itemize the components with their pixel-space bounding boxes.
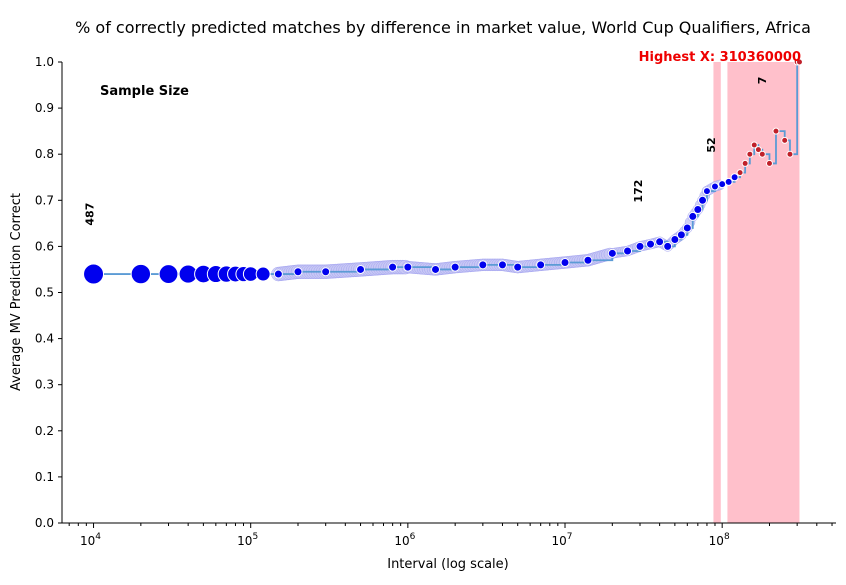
sample-count-label: 52 bbox=[705, 137, 718, 152]
data-point bbox=[736, 169, 744, 177]
data-point bbox=[356, 264, 366, 274]
sample-count-label: 172 bbox=[632, 180, 645, 203]
data-point bbox=[255, 266, 271, 282]
data-point bbox=[754, 146, 762, 154]
data-point bbox=[758, 150, 766, 158]
data-point bbox=[670, 234, 680, 244]
axes: 0.0 0.1 0.2 0.3 0.4 0.5 0.6 0.7 0.8 0.9 1.0 104 105 1… bbox=[35, 55, 836, 548]
highest-x-label: Highest X: 310360000 bbox=[639, 50, 801, 65]
data-point bbox=[663, 241, 673, 251]
y-tick-label: 0.9 bbox=[35, 101, 54, 115]
data-point bbox=[676, 230, 686, 240]
data-point bbox=[702, 187, 711, 196]
data-point bbox=[724, 177, 733, 186]
y-tick-label: 0.8 bbox=[35, 147, 54, 161]
data-point bbox=[388, 262, 398, 272]
data-point bbox=[772, 127, 780, 135]
y-tick-label: 0.2 bbox=[35, 424, 54, 438]
data-point bbox=[781, 136, 789, 144]
data-point bbox=[583, 255, 593, 265]
data-point bbox=[746, 150, 754, 158]
y-tick-label: 0.4 bbox=[35, 332, 54, 346]
data-point bbox=[698, 195, 708, 205]
data-point bbox=[765, 159, 773, 167]
data-point bbox=[293, 267, 303, 277]
data-point bbox=[513, 262, 523, 272]
data-point bbox=[273, 269, 283, 279]
data-point bbox=[635, 241, 645, 251]
data-point bbox=[130, 263, 152, 285]
sample-count-label: 487 bbox=[84, 203, 97, 226]
data-point bbox=[655, 237, 665, 247]
data-point bbox=[795, 58, 803, 66]
shaded-regions bbox=[713, 62, 800, 523]
y-tick-label: 1.0 bbox=[35, 55, 54, 69]
x-tick-label: 108 bbox=[709, 532, 730, 548]
sample-count-label: 7 bbox=[756, 77, 769, 85]
data-point bbox=[693, 205, 703, 215]
data-point bbox=[83, 263, 105, 285]
sample-size-title: Sample Size bbox=[100, 84, 189, 99]
data-point bbox=[682, 223, 692, 233]
y-tick-label: 0.3 bbox=[35, 378, 54, 392]
y-axis-label: Average MV Prediction Correct bbox=[9, 193, 24, 391]
data-point bbox=[688, 211, 698, 221]
data-layer bbox=[83, 58, 803, 285]
data-point bbox=[718, 180, 727, 189]
shaded-range-1 bbox=[727, 62, 800, 523]
data-point bbox=[450, 262, 460, 272]
x-tick-label: 105 bbox=[237, 532, 258, 548]
chart-title: % of correctly predicted matches by diff… bbox=[75, 18, 811, 37]
data-point bbox=[536, 260, 546, 270]
data-point bbox=[607, 248, 617, 258]
text-layer: % of correctly predicted matches by diff… bbox=[9, 18, 811, 572]
y-tick-label: 0.7 bbox=[35, 193, 54, 207]
series-line bbox=[93, 61, 800, 275]
data-point bbox=[403, 262, 413, 272]
data-point bbox=[321, 267, 331, 277]
data-point bbox=[750, 141, 758, 149]
data-point bbox=[560, 258, 570, 268]
shaded-range-0 bbox=[713, 62, 721, 523]
y-tick-label: 0.5 bbox=[35, 286, 54, 300]
data-point bbox=[646, 239, 656, 249]
x-tick-label: 106 bbox=[394, 532, 415, 548]
data-point bbox=[158, 264, 179, 284]
y-tick-label: 0.1 bbox=[35, 470, 54, 484]
x-tick-label: 107 bbox=[552, 532, 573, 548]
x-axis-label: Interval (log scale) bbox=[387, 557, 509, 572]
y-tick-label: 0.0 bbox=[35, 516, 54, 530]
x-tick-label: 104 bbox=[80, 532, 101, 548]
data-point bbox=[730, 173, 739, 182]
data-point bbox=[741, 159, 749, 167]
data-point bbox=[623, 246, 633, 256]
data-point bbox=[431, 264, 441, 274]
data-point bbox=[478, 260, 488, 270]
data-point bbox=[710, 182, 719, 191]
y-tick-label: 0.6 bbox=[35, 239, 54, 253]
data-point bbox=[497, 260, 507, 270]
data-point bbox=[786, 150, 794, 158]
